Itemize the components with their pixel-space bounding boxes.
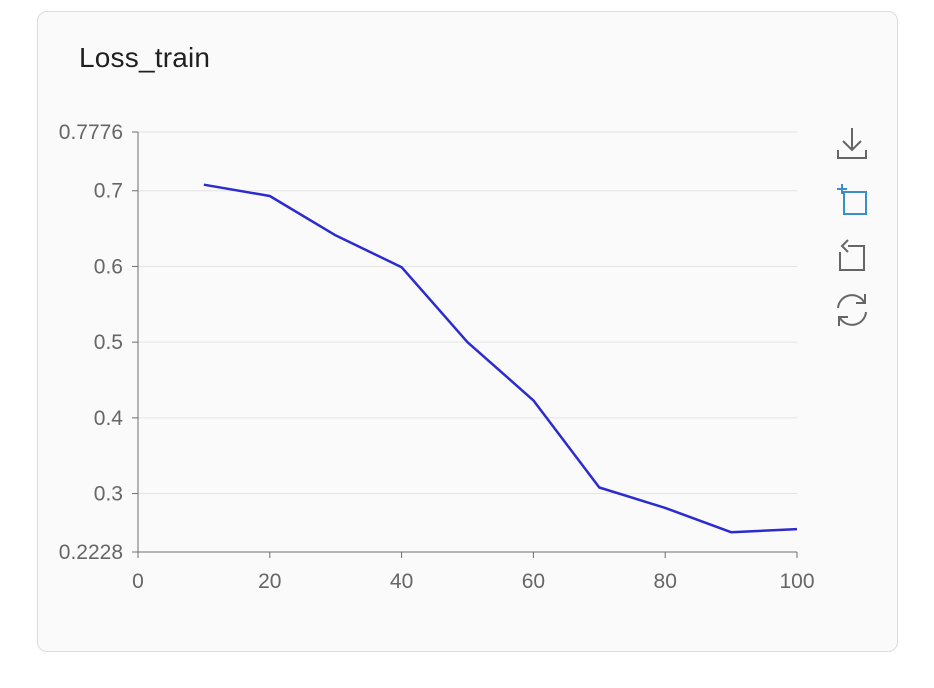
crop-select-icon	[837, 184, 867, 215]
y-tick-label: 0.3	[94, 483, 123, 506]
y-tick-label: 0.4	[94, 407, 124, 430]
x-tick-label: 0	[132, 570, 144, 593]
refresh-icon	[837, 294, 867, 326]
series	[203, 183, 798, 534]
axes	[132, 131, 798, 558]
refresh-button[interactable]	[832, 290, 872, 330]
download-icon	[837, 128, 867, 159]
series-line	[203, 183, 798, 534]
y-tick-labels: 0.2228 0.3 0.4 0.5 0.6 0.7 0.7776	[59, 121, 124, 564]
y-tick-label: 0.6	[94, 255, 123, 278]
chart-card	[37, 11, 898, 652]
y-tick-label: 0.2228	[59, 541, 123, 564]
y-tick-label: 0.7	[94, 180, 123, 203]
y-tick-label: 0.5	[94, 331, 123, 354]
y-tick-label: 0.7776	[59, 121, 123, 144]
undo-zoom-icon	[839, 239, 865, 271]
download-button[interactable]	[832, 124, 872, 164]
x-tick-label: 80	[654, 570, 677, 593]
chart-title: Loss_train	[79, 42, 211, 73]
x-tick-label: 60	[522, 570, 545, 593]
x-tick-labels: 0 20 40 60 80 100	[132, 570, 814, 593]
x-tick-label: 40	[390, 570, 413, 593]
grid-lines	[138, 131, 797, 553]
crop-select-button[interactable]	[832, 180, 872, 220]
x-tick-label: 20	[258, 570, 281, 593]
x-tick-label: 100	[779, 570, 814, 593]
undo-zoom-button[interactable]	[832, 236, 872, 276]
